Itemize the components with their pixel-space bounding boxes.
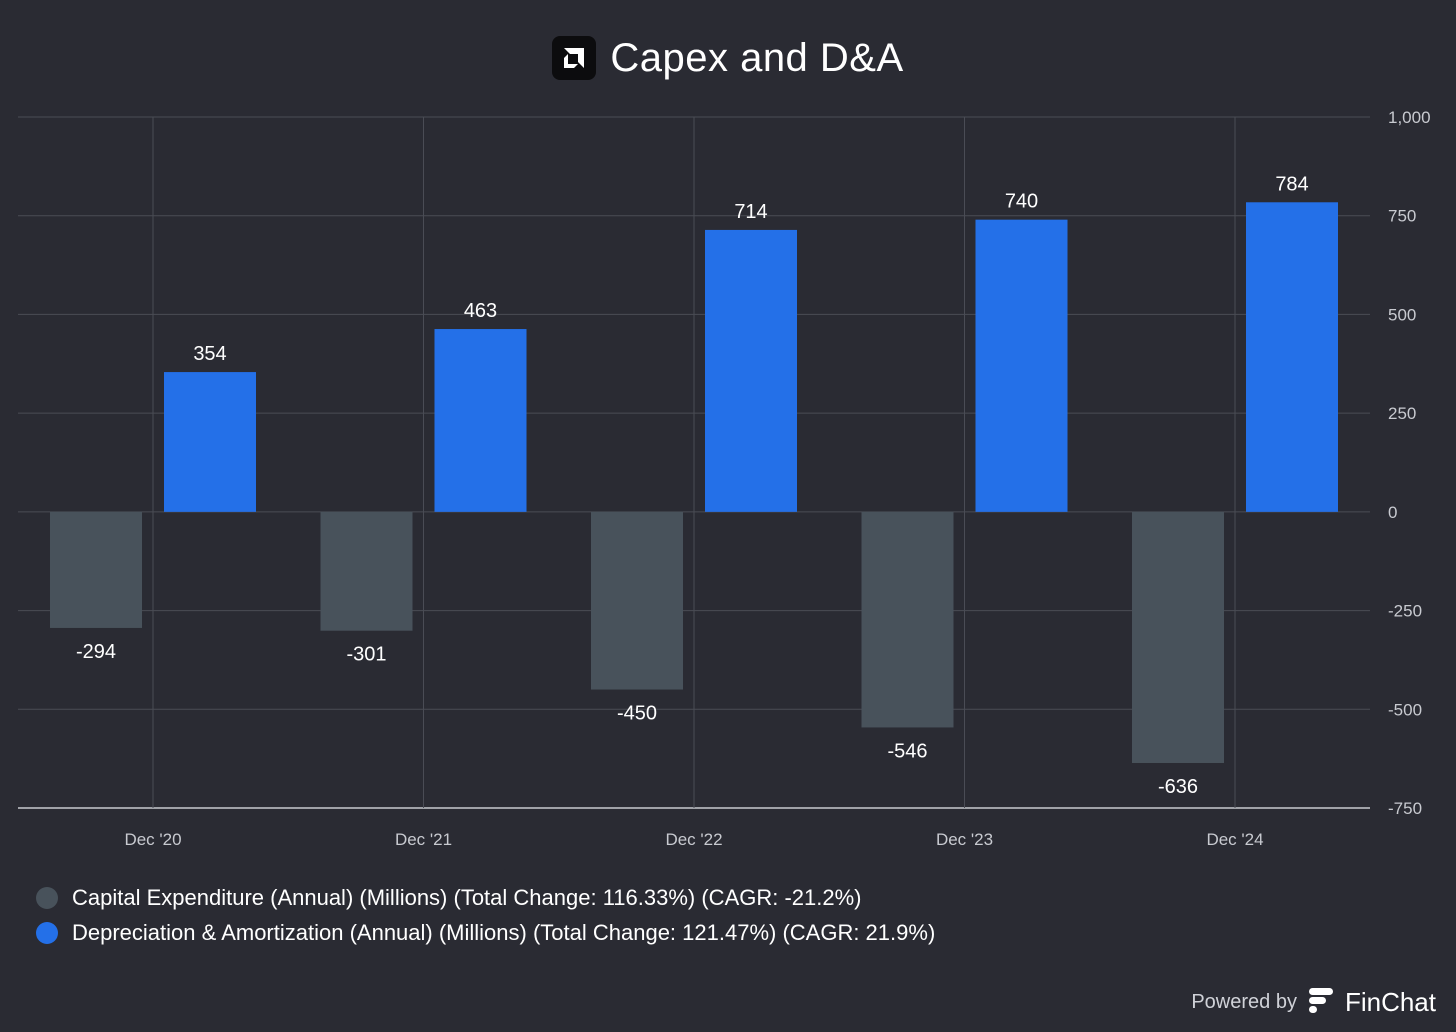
data-label: -636 xyxy=(1158,776,1198,798)
x-tick-label: Dec '21 xyxy=(395,830,452,849)
capex-legend-dot-icon xyxy=(36,887,58,909)
data-label: 740 xyxy=(1005,191,1038,213)
da-bar xyxy=(434,329,527,512)
amd-logo-icon xyxy=(552,36,597,80)
x-tick-label: Dec '20 xyxy=(124,830,181,849)
legend-label-capex: Capital Expenditure (Annual) (Millions) … xyxy=(72,885,862,910)
da-legend-dot-icon xyxy=(36,922,58,944)
finchat-brand: FinChat xyxy=(1344,986,1436,1017)
legend-item-da[interactable]: Depreciation & Amortization (Annual) (Mi… xyxy=(36,918,935,948)
data-label: 354 xyxy=(193,343,226,365)
x-tick-label: Dec '24 xyxy=(1206,830,1263,849)
x-tick-label: Dec '23 xyxy=(936,830,993,849)
finchat-logo-icon xyxy=(1307,987,1337,1018)
x-axis: Dec '20 Dec '21 Dec '22 Dec '23 Dec '24 xyxy=(124,830,1263,849)
data-label: 784 xyxy=(1275,173,1308,195)
data-label: -546 xyxy=(887,740,927,762)
da-bar xyxy=(705,229,797,512)
y-tick-label: 250 xyxy=(1388,404,1416,423)
da-bar xyxy=(164,372,256,512)
x-tick-label: Dec '22 xyxy=(665,830,722,849)
chart-header: Capex and D&A xyxy=(0,30,1456,86)
da-bar xyxy=(975,219,1068,512)
legend-item-capex[interactable]: Capital Expenditure (Annual) (Millions) … xyxy=(36,883,862,913)
capex-bar xyxy=(1132,511,1224,763)
capex-bar xyxy=(591,511,683,690)
y-tick-label: -750 xyxy=(1388,799,1422,818)
y-tick-label: 0 xyxy=(1388,503,1397,522)
y-axis: 1,000 750 500 250 0 -250 -500 -750 xyxy=(1388,108,1431,818)
y-tick-label: 750 xyxy=(1388,207,1416,226)
y-tick-label: -500 xyxy=(1388,700,1422,719)
data-label: 463 xyxy=(464,300,497,322)
footer: Powered by FinChat xyxy=(1191,984,1436,1020)
data-label: -450 xyxy=(617,703,657,725)
data-label: 714 xyxy=(734,201,767,223)
data-labels: -294 354 -301 463 -450 714 -546 740 -636 784 xyxy=(76,173,1309,798)
data-label: -294 xyxy=(76,641,116,663)
y-tick-label: -250 xyxy=(1388,602,1422,621)
data-label: -301 xyxy=(346,644,386,666)
y-tick-label: 1,000 xyxy=(1388,108,1431,127)
capex-bar xyxy=(320,511,413,631)
capex-bar xyxy=(861,511,954,728)
y-tick-label: 500 xyxy=(1388,305,1416,324)
da-bar xyxy=(1246,202,1338,512)
legend-label-da: Depreciation & Amortization (Annual) (Mi… xyxy=(72,920,936,945)
chart-title: Capex and D&A xyxy=(610,35,904,80)
powered-by-text: Powered by xyxy=(1191,990,1297,1013)
capex-bar xyxy=(50,511,142,628)
bars xyxy=(50,202,1338,763)
